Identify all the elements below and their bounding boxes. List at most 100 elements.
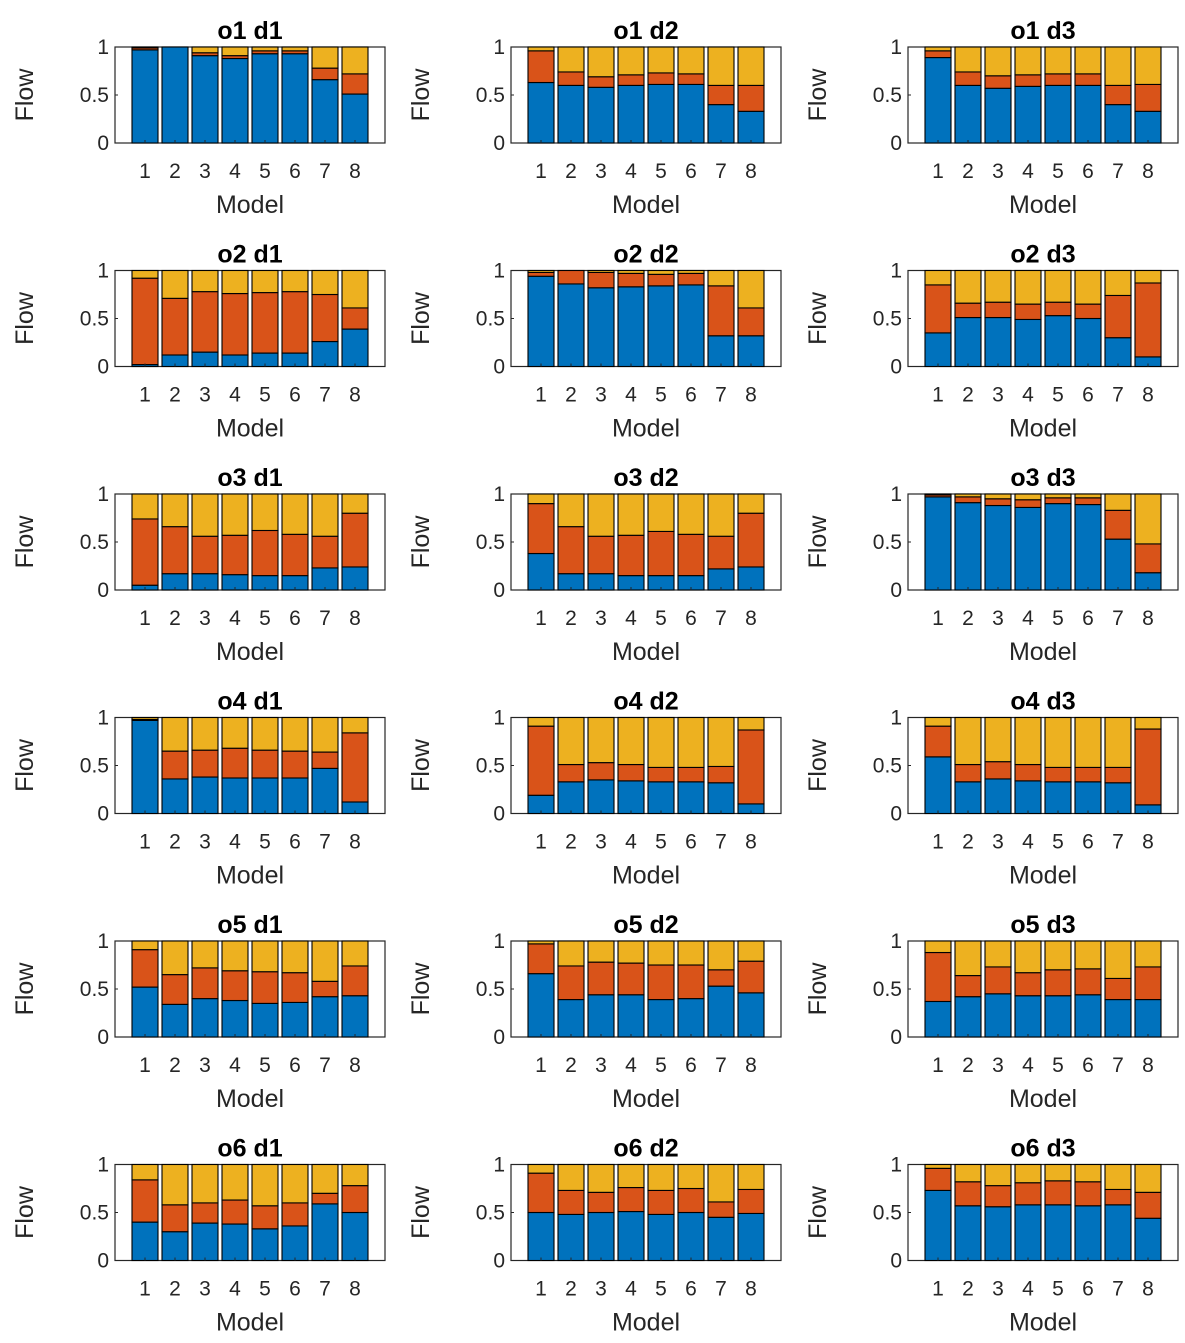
bar-segment [251,46,279,52]
x-tick-label: 8 [745,831,757,854]
bar-segment [984,301,1012,319]
bar-segment [984,716,1012,763]
bar-segment [191,46,219,54]
x-tick-label: 7 [715,831,727,854]
x-tick-label: 5 [1052,1054,1064,1077]
bar-segment [1014,940,1042,974]
x-tick-label: 4 [625,384,637,407]
bar-segment [677,716,705,768]
bar-segment [1104,716,1132,768]
bar-segment [341,995,369,1038]
bar-segment [191,940,219,969]
x-tick-label: 5 [1052,831,1064,854]
bar-segment [527,503,555,555]
x-tick-label: 1 [932,160,944,183]
x-tick-label: 2 [565,831,577,854]
bar-segment [1104,538,1132,591]
x-tick-label: 8 [1142,160,1154,183]
x-tick-label: 4 [1022,384,1034,407]
y-tick-label: 0 [97,579,109,602]
x-axis-label: Model [216,1085,284,1113]
bar-segment [1044,503,1072,591]
bar-segment [131,719,159,815]
plot-area [510,269,782,368]
bar-segment [1074,716,1102,768]
bar-segment [1104,104,1132,144]
bar-segment [954,493,982,498]
bar-segment [1134,46,1162,85]
bar-segment [924,1167,952,1191]
bar-segment [281,291,309,354]
bar-segment [924,940,952,954]
x-tick-label: 1 [932,384,944,407]
bar-segment [1044,493,1072,499]
x-tick-label: 5 [655,607,667,630]
bar-segment [341,732,369,803]
bar-segment [647,530,675,577]
bar-segment [557,283,585,368]
x-tick-label: 6 [289,160,301,183]
chart-title: o6 d1 [217,1135,282,1163]
bar-segment [617,1163,645,1189]
bar-segment [1104,337,1132,368]
x-tick-label: 7 [319,160,331,183]
plot-area [114,46,386,144]
bar-segment [221,292,249,356]
bar-segment [557,781,585,815]
bar-segment [1014,46,1042,76]
bar-segment [281,46,309,52]
bar-segment [1134,728,1162,806]
bar-segment [587,287,615,368]
bar-segment [587,1163,615,1193]
bar-segment [341,269,369,309]
x-tick-label: 3 [199,1054,211,1077]
bar-segment [677,1187,705,1214]
x-tick-label: 7 [715,607,727,630]
bar-segment [311,1192,339,1205]
bar-segment [617,84,645,144]
bar-segment [587,76,615,88]
x-axis-label: Model [216,1309,284,1337]
bar-segment [557,526,585,575]
bar-segment [1074,84,1102,144]
bar-segment [251,971,279,1004]
bar-segment [251,269,279,294]
bar-segment [341,493,369,514]
y-tick-label: 0.5 [476,978,505,1001]
x-tick-label: 8 [349,160,361,183]
bar-segment [707,765,735,784]
y-axis-label: Flow [407,291,435,345]
bar-segment [557,84,585,144]
x-tick-label: 4 [625,1054,637,1077]
bar-segment [311,269,339,296]
x-tick-label: 2 [169,384,181,407]
x-tick-label: 4 [229,1054,241,1077]
x-tick-label: 5 [1052,1278,1064,1301]
x-axis-label: Model [612,1085,680,1113]
y-axis-label: Flow [804,291,832,345]
bar-segment [617,286,645,368]
x-tick-label: 2 [962,160,974,183]
chart-title: o2 d1 [217,241,282,269]
bar-segment [161,1204,189,1233]
bar-segment [617,272,645,288]
x-axis-label: Model [216,862,284,890]
x-tick-label: 3 [199,384,211,407]
y-axis-label: Flow [11,291,39,345]
bar-segment [341,512,369,568]
bar-segment [191,1222,219,1262]
bar-segment [281,940,309,974]
bar-segment [1074,994,1102,1038]
x-tick-label: 8 [1142,1054,1154,1077]
bar-segment [647,1189,675,1215]
x-tick-label: 3 [992,1054,1004,1077]
bar-segment [1134,940,1162,968]
x-tick-label: 8 [745,384,757,407]
y-tick-label: 1 [493,36,505,59]
x-tick-label: 3 [595,831,607,854]
bar-segment [677,964,705,1000]
bar-segment [954,996,982,1038]
bar-segment [221,1163,249,1201]
